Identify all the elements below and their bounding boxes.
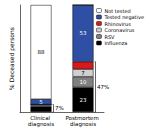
- svg-text:RSV: RSV: [104, 34, 115, 40]
- svg-text:Tested negative: Tested negative: [104, 14, 144, 20]
- svg-text:47%: 47%: [97, 84, 109, 90]
- svg-text:Influenza: Influenza: [104, 40, 127, 46]
- svg-text:Clinical: Clinical: [30, 115, 52, 121]
- svg-text:5: 5: [39, 99, 43, 105]
- svg-text:diagnosis: diagnosis: [28, 121, 54, 128]
- svg-text:Not tested: Not tested: [104, 8, 130, 14]
- svg-text:7: 7: [81, 70, 85, 76]
- svg-text:Coronavirus: Coronavirus: [104, 27, 134, 33]
- svg-text:Rhinovirus: Rhinovirus: [104, 21, 131, 27]
- svg-text:53: 53: [80, 30, 87, 36]
- svg-text:88: 88: [38, 49, 45, 55]
- svg-text:diagnosis: diagnosis: [70, 121, 96, 128]
- svg-text:23: 23: [80, 97, 87, 103]
- svg-text:10: 10: [80, 79, 87, 85]
- svg-text:% Deceased persons: % Deceased persons: [8, 27, 16, 90]
- svg-text:Postmortem: Postmortem: [65, 115, 101, 121]
- svg-text:7%: 7%: [55, 105, 64, 111]
